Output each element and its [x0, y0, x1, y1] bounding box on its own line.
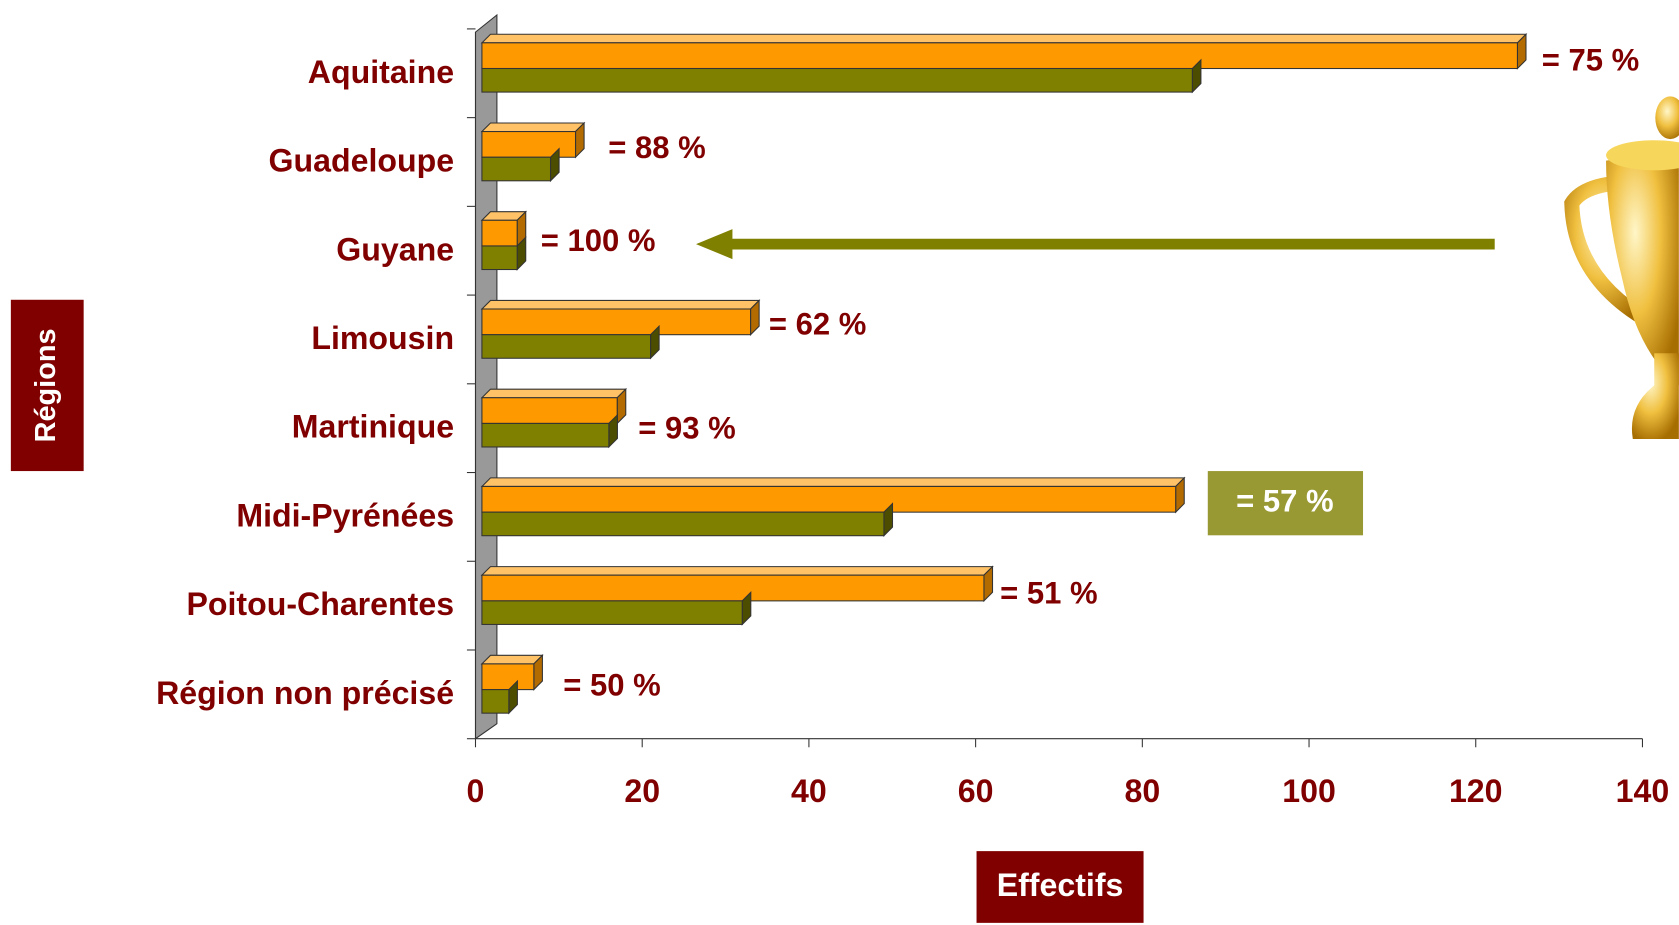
bar-label: = 62 %	[769, 307, 866, 342]
bar-top	[482, 655, 542, 664]
bar	[482, 601, 742, 625]
x-tick-label: 20	[624, 773, 660, 809]
bar-label: = 57 %	[1236, 483, 1333, 518]
x-tick-label: 80	[1124, 773, 1160, 809]
bar	[482, 43, 1518, 69]
bar-label: = 50 %	[563, 668, 660, 703]
y-tick-label: Limousin	[311, 320, 454, 356]
x-axis-title: Effectifs	[997, 867, 1124, 903]
page: {"chart_data": {"type": "bar", "orientat…	[0, 0, 1679, 925]
bar	[482, 220, 517, 246]
bar	[482, 132, 576, 158]
bar-label: = 100 %	[541, 223, 656, 258]
bar-top	[482, 300, 759, 309]
bar	[482, 423, 609, 447]
chart: Régions Effectifs 0 20 40 60 80 100 120 140 Aqui…	[0, 0, 1679, 925]
trophy	[1572, 96, 1679, 439]
x-tick-label: 140	[1616, 773, 1670, 809]
bar-label: = 93 %	[638, 411, 735, 446]
bar	[482, 690, 509, 714]
y-axis-title: Régions	[30, 328, 62, 442]
arrow	[696, 229, 1495, 259]
bar-label: = 75 %	[1542, 42, 1639, 77]
y-tick-label: Guadeloupe	[269, 143, 455, 179]
bar	[482, 512, 884, 536]
x-tick-label: 60	[958, 773, 994, 809]
bar-label: = 51 %	[1000, 575, 1097, 610]
bar	[482, 398, 617, 424]
bar	[482, 335, 651, 359]
bar-top	[482, 123, 584, 132]
bar	[482, 664, 534, 690]
bar	[482, 486, 1176, 512]
bar-top	[482, 478, 1184, 487]
x-tick-label: 100	[1282, 773, 1336, 809]
bar	[482, 157, 551, 181]
bar-top	[482, 567, 993, 576]
y-tick-label: Région non précisé	[156, 675, 454, 711]
y-tick-label: Martinique	[292, 409, 454, 445]
bar	[482, 69, 1192, 93]
y-tick-label: Aquitaine	[308, 54, 454, 90]
bar-top	[482, 34, 1526, 43]
y-tick-label: Midi-Pyrénées	[236, 497, 454, 533]
x-tick-label: 0	[467, 773, 485, 809]
bar-top	[482, 389, 626, 398]
y-tick-label: Guyane	[336, 231, 454, 267]
bar-label: = 88 %	[608, 130, 705, 165]
x-tick-label: 120	[1449, 773, 1503, 809]
y-tick-label: Poitou-Charentes	[186, 586, 454, 622]
bar	[482, 246, 517, 270]
bar	[482, 575, 984, 601]
x-tick-label: 40	[791, 773, 827, 809]
bar	[482, 309, 751, 335]
